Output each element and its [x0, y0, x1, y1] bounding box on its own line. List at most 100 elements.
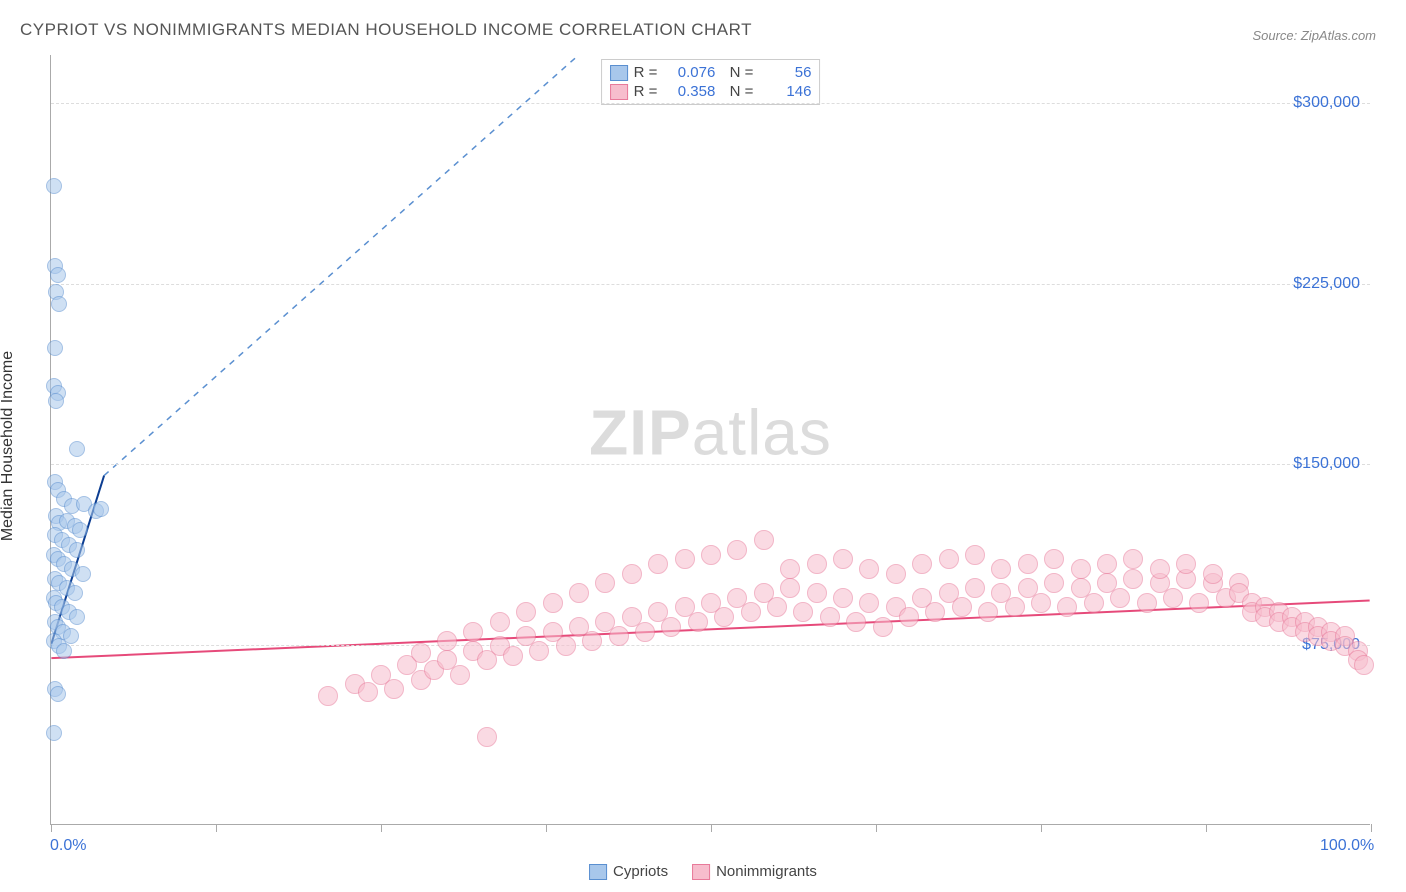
- legend-r-value: 0.076: [663, 64, 715, 81]
- legend-label: Cypriots: [613, 863, 668, 880]
- data-point: [1203, 564, 1223, 584]
- data-point: [93, 501, 109, 517]
- gridline: [51, 645, 1370, 646]
- x-tick: [51, 824, 52, 832]
- data-point: [846, 612, 866, 632]
- data-point: [859, 593, 879, 613]
- data-point: [1018, 554, 1038, 574]
- data-point: [1110, 588, 1130, 608]
- y-axis-title: Median Household Income: [0, 351, 17, 541]
- data-point: [1005, 597, 1025, 617]
- data-point: [820, 607, 840, 627]
- legend-swatch: [589, 864, 607, 880]
- data-point: [1057, 597, 1077, 617]
- data-point: [1150, 559, 1170, 579]
- data-point: [503, 646, 523, 666]
- data-point: [912, 554, 932, 574]
- data-point: [490, 612, 510, 632]
- data-point: [48, 393, 64, 409]
- y-tick-label: $150,000: [1293, 455, 1360, 473]
- data-point: [675, 549, 695, 569]
- data-point: [939, 549, 959, 569]
- data-point: [582, 631, 602, 651]
- data-point: [741, 602, 761, 622]
- data-point: [516, 602, 536, 622]
- legend-item: Nonimmigrants: [692, 863, 817, 880]
- data-point: [833, 549, 853, 569]
- data-point: [318, 686, 338, 706]
- legend-item: Cypriots: [589, 863, 668, 880]
- legend-swatch: [610, 65, 628, 81]
- data-point: [727, 540, 747, 560]
- watermark: ZIPatlas: [589, 395, 832, 469]
- data-point: [833, 588, 853, 608]
- x-tick: [1206, 824, 1207, 832]
- data-point: [47, 340, 63, 356]
- data-point: [51, 296, 67, 312]
- data-point: [463, 622, 483, 642]
- correlation-legend: R =0.076 N =56R =0.358 N =146: [601, 59, 821, 105]
- data-point: [925, 602, 945, 622]
- data-point: [1044, 573, 1064, 593]
- x-tick: [1041, 824, 1042, 832]
- legend-n-value: 56: [759, 64, 811, 81]
- data-point: [780, 578, 800, 598]
- data-point: [1097, 554, 1117, 574]
- gridline: [51, 103, 1370, 104]
- legend-n-key: N =: [721, 83, 753, 100]
- data-point: [46, 178, 62, 194]
- data-point: [767, 597, 787, 617]
- data-point: [714, 607, 734, 627]
- gridline: [51, 464, 1370, 465]
- legend-label: Nonimmigrants: [716, 863, 817, 880]
- data-point: [807, 554, 827, 574]
- legend-r-key: R =: [634, 83, 658, 100]
- x-tick: [711, 824, 712, 832]
- data-point: [873, 617, 893, 637]
- data-point: [56, 643, 72, 659]
- x-tick: [546, 824, 547, 832]
- series-legend: Cypriots Nonimmigrants: [589, 863, 817, 880]
- data-point: [688, 612, 708, 632]
- data-point: [69, 542, 85, 558]
- data-point: [991, 559, 1011, 579]
- data-point: [1071, 559, 1091, 579]
- data-point: [358, 682, 378, 702]
- data-point: [595, 573, 615, 593]
- data-point: [556, 636, 576, 656]
- data-point: [450, 665, 470, 685]
- data-point: [701, 545, 721, 565]
- legend-n-value: 146: [759, 83, 811, 100]
- data-point: [75, 566, 91, 582]
- y-tick-label: $225,000: [1293, 275, 1360, 293]
- data-point: [1354, 655, 1374, 675]
- legend-n-key: N =: [721, 64, 753, 81]
- data-point: [661, 617, 681, 637]
- data-point: [1163, 588, 1183, 608]
- data-point: [69, 609, 85, 625]
- x-axis-max-label: 100.0%: [1320, 837, 1374, 855]
- x-axis-min-label: 0.0%: [50, 837, 86, 855]
- y-tick-label: $300,000: [1293, 94, 1360, 112]
- gridline: [51, 284, 1370, 285]
- data-point: [635, 622, 655, 642]
- data-point: [899, 607, 919, 627]
- legend-stat-row: R =0.358 N =146: [610, 82, 812, 101]
- data-point: [529, 641, 549, 661]
- data-point: [1044, 549, 1064, 569]
- x-tick: [1371, 824, 1372, 832]
- x-tick: [876, 824, 877, 832]
- data-point: [780, 559, 800, 579]
- plot-area: ZIPatlas R =0.076 N =56R =0.358 N =146 $…: [50, 55, 1370, 825]
- data-point: [952, 597, 972, 617]
- data-point: [1137, 593, 1157, 613]
- data-point: [965, 545, 985, 565]
- data-point: [72, 522, 88, 538]
- data-point: [1189, 593, 1209, 613]
- source-attribution: Source: ZipAtlas.com: [1252, 28, 1376, 43]
- chart-container: CYPRIOT VS NONIMMIGRANTS MEDIAN HOUSEHOL…: [0, 0, 1406, 892]
- data-point: [754, 530, 774, 550]
- data-point: [477, 727, 497, 747]
- data-point: [1123, 549, 1143, 569]
- data-point: [965, 578, 985, 598]
